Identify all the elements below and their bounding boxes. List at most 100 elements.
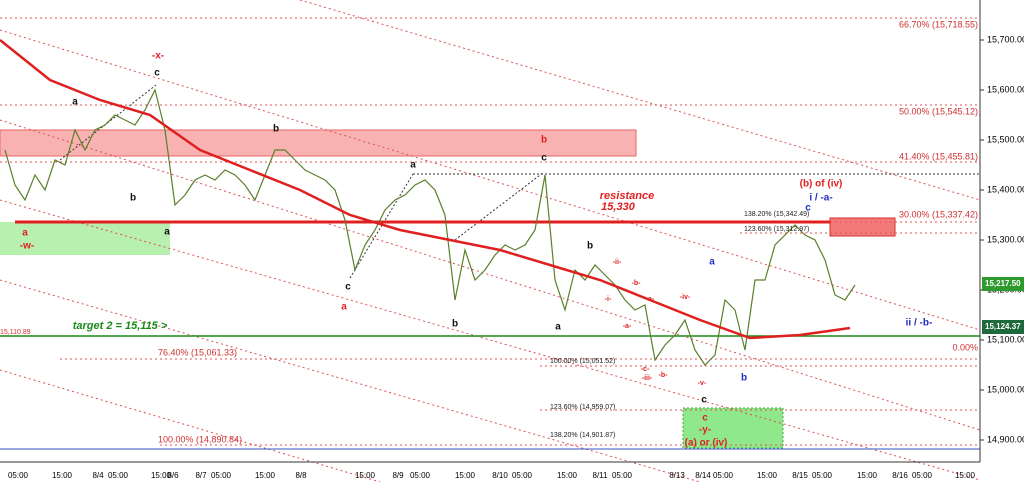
x-tick-label: 8/9 xyxy=(392,471,404,480)
wave-label: c xyxy=(702,413,708,424)
y-tick-label: 15,300.00 xyxy=(987,234,1024,244)
wave-label: c xyxy=(345,282,351,293)
y-tick-label: 15,400.00 xyxy=(987,184,1024,194)
wave-label: c xyxy=(805,203,811,214)
wave-label: resistance xyxy=(600,190,654,202)
fib-label: 66.70% (15,718.55) xyxy=(899,19,978,29)
fib-label: 50.00% (15,545.12) xyxy=(899,106,978,116)
x-tick-label: 15:00 xyxy=(255,471,276,480)
wave-label: b xyxy=(587,241,593,252)
y-tick-label: 14,900.00 xyxy=(987,434,1024,444)
wave-label: i / -a- xyxy=(809,193,832,204)
moving-average xyxy=(0,39,851,340)
x-tick-label: 05:00 xyxy=(512,471,533,480)
x-tick-label: 05:00 xyxy=(812,471,833,480)
channel-lines xyxy=(0,0,981,482)
fib-label: 100.00% (14,890.84) xyxy=(158,434,242,444)
x-tick-label: 05:00 xyxy=(612,471,633,480)
fib-label: 30.00% (15,337.42) xyxy=(899,209,978,219)
wave-label: -w- xyxy=(20,241,34,252)
price-line xyxy=(4,88,856,366)
x-tick-label: 15:00 xyxy=(355,471,376,480)
x-tick-label: 8/11 xyxy=(593,471,609,480)
x-tick-label: 15:00 xyxy=(757,471,778,480)
x-tick-label: 8/7 xyxy=(195,471,207,480)
fib-label: 138.20% (14,901.87) xyxy=(550,432,615,439)
wave-label: a xyxy=(709,257,715,268)
wave-label: b xyxy=(273,124,279,135)
wave-label: c xyxy=(541,153,547,164)
price-badge xyxy=(982,320,1024,334)
wave-label: (b) of (iv) xyxy=(800,179,843,190)
x-tick-label: 05:00 xyxy=(211,471,232,480)
wave-label: target 2 = 15,115 > xyxy=(73,320,168,332)
wave-label: -iv- xyxy=(680,294,691,301)
price-badge-label: 15,217.50 xyxy=(985,279,1021,288)
wave-label: a xyxy=(22,228,28,239)
x-tick-label: 05:00 xyxy=(713,471,734,480)
wave-label: -b- xyxy=(632,280,642,287)
y-tick-label: 15,600.00 xyxy=(987,84,1024,94)
wave-label: ii / -b- xyxy=(906,318,933,329)
wave-label: -v- xyxy=(698,380,707,387)
x-tick-label: 8/8 xyxy=(295,471,307,480)
wave-label: -x- xyxy=(152,51,164,62)
x-tick-label: 8/16 xyxy=(892,471,908,480)
wave-label: -ii- xyxy=(613,259,622,266)
fib-label: 41.40% (15,455.81) xyxy=(899,151,978,161)
x-tick-label: 15:00 xyxy=(857,471,878,480)
wave-label: b xyxy=(452,319,458,330)
fib-label: 0.00% xyxy=(952,342,978,352)
wave-label: c xyxy=(701,395,707,406)
wave-label: a xyxy=(410,160,416,171)
x-tick-label: 8/13 xyxy=(669,471,685,480)
wave-label: a xyxy=(72,97,78,108)
x-tick-label: 15:00 xyxy=(557,471,578,480)
x-tick-label: 8/6 xyxy=(167,471,179,480)
x-tick-label: 15:00 xyxy=(52,471,73,480)
x-tick-label: 8/4 xyxy=(92,471,104,480)
wave-label: -b- xyxy=(659,372,669,379)
support-zone xyxy=(0,222,170,255)
wave-label: -iii- xyxy=(642,375,653,382)
fib-label: 100.00% (15,051.52) xyxy=(550,358,615,365)
fib-label: 15,110.89 xyxy=(0,329,31,336)
x-tick-label: 05:00 xyxy=(410,471,431,480)
price-badge xyxy=(982,277,1024,291)
x-tick-label: 15:00 xyxy=(955,471,976,480)
resistance-zone xyxy=(0,129,637,157)
wave-label: -a- xyxy=(646,296,655,303)
wave-label: -y- xyxy=(699,425,711,436)
x-tick-label: 8/14 xyxy=(695,471,711,480)
fib-label: 138.20% (15,342.49) xyxy=(744,211,809,218)
price-badge-label: 15,124.37 xyxy=(985,322,1021,331)
x-tick-label: 8/15 xyxy=(792,471,808,480)
y-tick-label: 15,700.00 xyxy=(987,34,1024,44)
x-tick-label: 8/10 xyxy=(492,471,508,480)
wave-label: c xyxy=(154,68,160,79)
wave-label: -c- xyxy=(641,366,650,373)
fib-label: 123.60% (14,959.07) xyxy=(550,404,615,411)
fib-label: 76.40% (15,061.33) xyxy=(158,347,237,357)
wave-label: a xyxy=(164,227,170,238)
wave-label: -i- xyxy=(605,296,612,303)
x-tick-label: 05:00 xyxy=(108,471,129,480)
y-tick-label: 15,500.00 xyxy=(987,134,1024,144)
wave-label: a xyxy=(341,302,347,313)
wave-label: b xyxy=(741,373,747,384)
wave-label: 15,330 xyxy=(601,201,636,213)
wave-label: a xyxy=(555,322,561,333)
x-tick-label: 05:00 xyxy=(8,471,29,480)
wave-label: (a) or (iv) xyxy=(685,438,728,449)
y-tick-label: 15,000.00 xyxy=(987,384,1024,394)
wave-label: b xyxy=(541,135,547,146)
wave-label: -a- xyxy=(623,323,632,330)
x-tick-label: 15:00 xyxy=(151,471,172,480)
wave-label: b xyxy=(130,193,136,204)
x-tick-label: 05:00 xyxy=(912,471,933,480)
x-tick-label: 15:00 xyxy=(455,471,476,480)
target-zone xyxy=(682,407,784,449)
fib-label: 123.60% (15,312.97) xyxy=(744,226,809,233)
